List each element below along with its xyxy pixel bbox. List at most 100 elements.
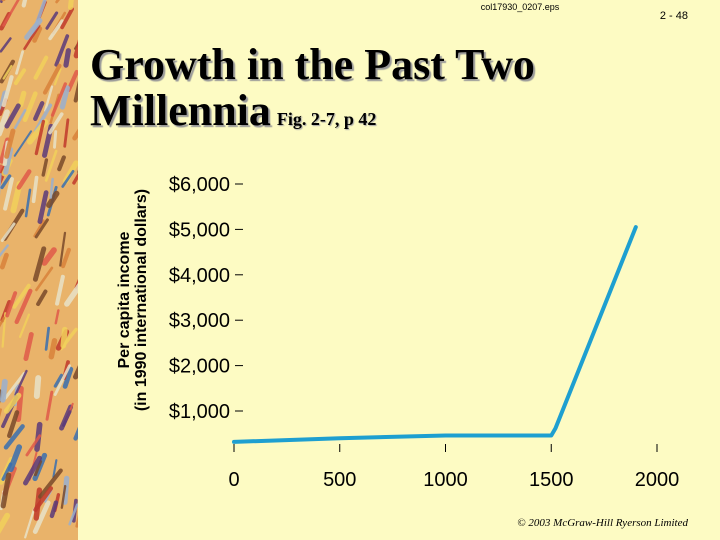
brush-stroke (4, 128, 16, 159)
brush-stroke (72, 365, 78, 380)
brush-stroke (60, 7, 74, 30)
brush-stroke (2, 0, 20, 27)
brush-stroke (14, 288, 33, 325)
slide-title: Growth in the Past Two Millennia Fig. 2-7… (90, 42, 535, 142)
brush-stroke (16, 169, 32, 190)
brush-stroke (3, 424, 25, 450)
brush-stroke (3, 371, 26, 400)
brush-stroke (22, 91, 38, 123)
brush-stroke (32, 246, 47, 282)
brush-stroke (0, 222, 16, 243)
brush-stroke (53, 364, 71, 396)
brush-stroke (57, 155, 66, 172)
brush-stroke (3, 392, 22, 414)
brush-stroke (24, 18, 43, 40)
brush-stroke (52, 459, 58, 479)
brush-stroke (15, 50, 25, 75)
decorative-brushstroke-strip (0, 0, 78, 540)
brush-stroke (12, 283, 31, 309)
brush-stroke (38, 468, 63, 499)
brush-stroke (60, 484, 67, 509)
brush-stroke (68, 503, 78, 526)
title-line-1: Growth in the Past Two (90, 40, 535, 89)
brush-stroke (0, 164, 3, 174)
brush-stroke (48, 338, 58, 360)
brush-stroke (48, 112, 64, 135)
y-tick-label: $5,000 (169, 219, 230, 241)
brush-stroke (21, 0, 28, 8)
y-tick-label: $4,000 (169, 265, 230, 287)
x-tick-label: 0 (228, 469, 239, 491)
slide-number: 2 - 48 (659, 10, 688, 22)
brush-stroke (13, 109, 27, 130)
y-tick-label: $6,000 (169, 174, 230, 196)
brush-stroke (13, 68, 27, 86)
brush-stroke (33, 375, 42, 400)
brush-stroke (59, 85, 70, 110)
brush-stroke (44, 326, 51, 351)
brush-stroke (0, 37, 12, 53)
brush-stroke (59, 231, 67, 267)
brush-stroke (63, 118, 70, 148)
brush-stroke (33, 101, 45, 122)
file-name: col17930_0207.eps (480, 2, 560, 12)
brush-stroke (33, 55, 49, 80)
brush-stroke (48, 19, 64, 41)
brush-stroke (75, 514, 78, 528)
brush-stroke (62, 366, 74, 389)
brush-stroke (63, 48, 71, 68)
brush-stroke (5, 291, 18, 318)
title-line-2: Millennia (90, 86, 271, 135)
brush-stroke (0, 472, 12, 509)
brush-stroke (49, 500, 59, 519)
brush-stroke (54, 309, 60, 325)
brush-stroke (24, 188, 32, 218)
brush-stroke (61, 169, 75, 188)
brush-stroke (73, 39, 78, 59)
brush-stroke (64, 283, 78, 307)
brush-stroke (0, 109, 10, 137)
brush-stroke (18, 313, 31, 338)
brush-stroke (53, 373, 64, 388)
brush-stroke (17, 90, 27, 108)
brush-stroke (0, 252, 9, 270)
copyright-notice: © 2003 McGraw-Hill Ryerson Limited (517, 517, 688, 529)
figure-reference: Fig. 2-7, p 42 (276, 109, 377, 129)
brush-stroke (41, 247, 57, 266)
brush-stroke (1, 312, 7, 348)
brush-stroke (60, 326, 68, 349)
brush-stroke (49, 177, 54, 199)
brush-stroke (36, 289, 48, 307)
brush-stroke (14, 369, 28, 396)
brush-stroke (0, 378, 8, 403)
x-tick-label: 2000 (635, 469, 680, 491)
brush-stroke (35, 266, 54, 292)
income-series-line (232, 225, 638, 444)
brush-stroke (50, 82, 67, 117)
brush-stroke (45, 390, 54, 421)
brush-stroke (73, 79, 78, 103)
brush-stroke (72, 172, 78, 185)
y-tick-label: $2,000 (169, 356, 230, 378)
brush-stroke (13, 130, 33, 157)
brush-stroke (37, 190, 49, 224)
brush-stroke (62, 410, 72, 427)
y-tick-label: $3,000 (169, 310, 230, 332)
brush-stroke (41, 158, 49, 177)
brush-stroke (0, 244, 9, 258)
brush-stroke (1, 75, 14, 108)
brush-stroke (31, 175, 39, 204)
brush-stroke (2, 64, 13, 80)
brush-stroke (44, 149, 58, 182)
brush-stroke (0, 316, 6, 328)
brush-stroke (3, 177, 14, 211)
brush-stroke (7, 444, 23, 473)
brush-stroke (55, 274, 65, 306)
brush-stroke (4, 103, 21, 129)
brush-stroke (54, 34, 70, 67)
brush-stroke (33, 459, 43, 477)
brush-stroke (72, 128, 78, 141)
brush-stroke (34, 119, 46, 156)
brush-stroke (53, 67, 62, 86)
